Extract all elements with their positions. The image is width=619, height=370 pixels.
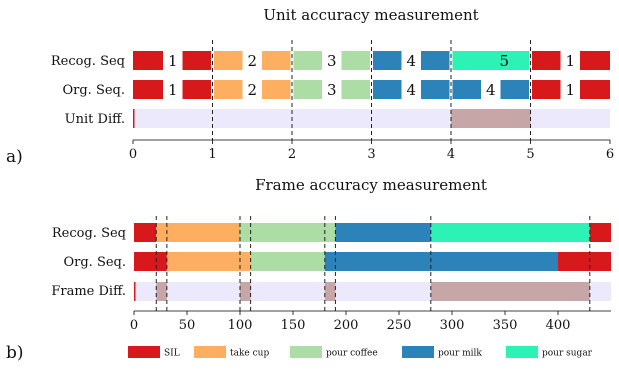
unit-block-left-r0-u1 xyxy=(214,51,243,70)
frame-segment-r1-s4 xyxy=(558,252,611,271)
panel-b-row-org-label: Org. Seq. xyxy=(63,255,126,270)
frame-diff-mark-3 xyxy=(430,282,590,301)
frame-diff-mark-2 xyxy=(324,282,336,301)
unit-block-left-r1-u0 xyxy=(133,80,163,99)
legend-swatch-1 xyxy=(194,346,226,358)
legend-swatch-4 xyxy=(506,346,538,358)
unit-block-left-r1-u5 xyxy=(532,80,561,99)
unit-block-right-r1-u1 xyxy=(262,80,291,99)
legend-swatch-2 xyxy=(290,346,322,358)
legend-label-4: pour sugar xyxy=(542,349,593,359)
frame-segment-r0-s0 xyxy=(134,223,157,242)
panel-a-row-org-label: Org. Seq. xyxy=(62,83,125,98)
unit-block-right-r1-u0 xyxy=(182,80,211,99)
frame-segment-r1-s3 xyxy=(324,252,558,271)
frame-segment-r0-s4 xyxy=(430,223,590,242)
unit-block-left-r0-u2 xyxy=(293,51,322,70)
frame-x-tick-label-2: 100 xyxy=(228,318,253,333)
unit-number-r0-u0: 1 xyxy=(168,52,178,70)
panel-b-row-diff-label: Frame Diff. xyxy=(51,284,126,299)
unit-number-r1-u3: 4 xyxy=(406,81,416,99)
unit-block-right-r0-u5 xyxy=(580,51,610,70)
unit-block-left-r1-u3 xyxy=(373,80,402,99)
unit-number-r0-u5: 1 xyxy=(565,52,575,70)
panel-b-marks: 0 50 100 150 200 250 300 350 400 xyxy=(130,216,611,333)
unit-block-left-r0-u0 xyxy=(133,51,163,70)
unit-block-right-r1-u3 xyxy=(421,80,450,99)
unit-number-r1-u2: 3 xyxy=(327,81,337,99)
unit-x-tick-label-4: 4 xyxy=(447,147,455,162)
unit-x-tick-label-6: 6 xyxy=(606,147,614,162)
panel-a-label: a) xyxy=(6,147,23,167)
frame-segment-r0-s2 xyxy=(240,223,336,242)
unit-x-tick-label-5: 5 xyxy=(526,147,534,162)
unit-x-tick-label-0: 0 xyxy=(129,147,137,162)
frame-segment-r1-s1 xyxy=(166,252,251,271)
unit-block-right-r1-u5 xyxy=(580,80,610,99)
unit-number-r0-u4: 5 xyxy=(499,52,509,70)
frame-x-tick-label-8: 400 xyxy=(546,318,571,333)
panel-a-row-diff-label: Unit Diff. xyxy=(65,112,125,127)
unit-number-r1-u1: 2 xyxy=(247,81,257,99)
frame-diff-start-mark xyxy=(134,282,136,301)
frame-segment-r0-s1 xyxy=(156,223,240,242)
unit-block-right-r0-u0 xyxy=(182,51,211,70)
unit-number-r1-u4: 4 xyxy=(486,81,496,99)
unit-block-right-r0-u3 xyxy=(421,51,450,70)
frame-segment-r0-s3 xyxy=(335,223,431,242)
unit-number-r1-u0: 1 xyxy=(168,81,178,99)
frame-segment-r0-s5 xyxy=(589,223,611,242)
unit-number-r0-u1: 2 xyxy=(247,52,257,70)
frame-x-tick-label-7: 350 xyxy=(493,318,518,333)
frame-x-tick-label-5: 250 xyxy=(387,318,412,333)
unit-diff-mark-0 xyxy=(451,109,531,128)
frame-segment-r1-s0 xyxy=(134,252,167,271)
unit-block-right-r0-u4 xyxy=(500,51,529,70)
frame-diff-mark-1 xyxy=(240,282,251,301)
frame-x-tick-label-6: 300 xyxy=(440,318,465,333)
unit-block-left-r1-u2 xyxy=(293,80,322,99)
panel-b-row-recog-label: Recog. Seq xyxy=(52,226,126,241)
unit-block-right-r1-u4 xyxy=(500,80,529,99)
unit-block-left-r0-u3 xyxy=(373,51,402,70)
legend: SIL take cup pour coffee pour milk pour suga… xyxy=(128,346,593,359)
frame-x-tick-label-1: 50 xyxy=(179,318,196,333)
unit-number-r0-u2: 3 xyxy=(327,52,337,70)
unit-diff-start-mark xyxy=(133,109,135,128)
frame-x-tick-label-0: 0 xyxy=(130,318,138,333)
unit-x-tick-label-1: 1 xyxy=(208,147,216,162)
unit-block-right-r0-u2 xyxy=(341,51,370,70)
legend-label-0: SIL xyxy=(164,349,180,359)
unit-x-tick-label-3: 3 xyxy=(367,147,375,162)
legend-swatch-3 xyxy=(402,346,434,358)
unit-block-right-r1-u2 xyxy=(341,80,370,99)
unit-block-left-r0-u5 xyxy=(532,51,561,70)
unit-block-left-r1-u4 xyxy=(452,80,481,99)
panel-b-label: b) xyxy=(6,343,24,363)
frame-x-tick-label-4: 200 xyxy=(334,318,359,333)
unit-x-tick-label-2: 2 xyxy=(288,147,296,162)
unit-block-left-r0-u4 xyxy=(452,51,508,70)
legend-swatch-0 xyxy=(128,346,160,358)
panel-a-row-recog-label: Recog. Seq xyxy=(51,54,125,69)
panel-a-marks: 1 2 3 4 5 11 2 3 4 4 10 1 2 3 4 5 6 xyxy=(129,40,614,162)
unit-block-left-r1-u1 xyxy=(214,80,243,99)
panel-a-title: Unit accuracy measurement xyxy=(263,6,478,24)
unit-number-r1-u5: 1 xyxy=(565,81,575,99)
panel-b-title: Frame accuracy measurement xyxy=(255,176,487,194)
legend-label-1: take cup xyxy=(230,349,269,359)
legend-label-2: pour coffee xyxy=(326,349,378,359)
frame-segment-r1-s2 xyxy=(250,252,325,271)
frame-x-tick-label-3: 150 xyxy=(281,318,306,333)
legend-label-3: pour milk xyxy=(438,349,482,359)
frame-diff-mark-0 xyxy=(156,282,167,301)
unit-block-right-r0-u1 xyxy=(262,51,291,70)
unit-number-r0-u3: 4 xyxy=(406,52,416,70)
